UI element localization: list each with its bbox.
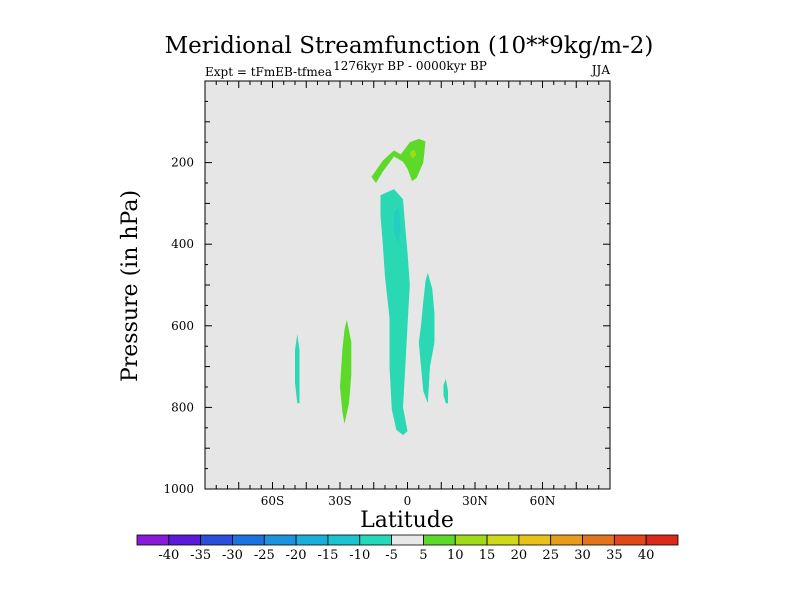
colorbar-label: -40 [158,548,179,563]
colorbar-swatch [295,534,329,546]
colorbar-label: 40 [638,548,655,563]
x-tick-label: 30S [328,494,352,508]
x-axis-label: Latitude [360,508,454,533]
colorbar-swatch [454,534,488,546]
colorbar-label: -5 [385,548,398,563]
contour-far-south-negative-cell [295,334,300,404]
colorbar-label: -30 [222,548,243,563]
colorbar-label: 20 [511,548,528,563]
y-tick-label: 400 [171,237,194,251]
contour-small-north-negative-cell [443,378,448,404]
chart-title: Meridional Streamfunction (10**9kg/m-2) [165,33,654,59]
colorbar-label: -25 [254,548,275,563]
contour-central-negative-cell [380,189,410,436]
period-label: 1276kyr BP - 0000kyr BP [333,59,487,73]
contour-northern-negative-cell [418,272,435,404]
colorbar-swatch [359,534,392,546]
experiment-label: Expt = tFmEB-tfmea [205,65,332,79]
colorbar-swatch [550,534,583,546]
contour-central-negative-core [394,207,401,245]
x-tick-label: 60N [530,494,556,508]
contour-layer [295,138,448,436]
colorbar-swatch [613,534,647,546]
colorbar-swatch [168,534,202,546]
colorbar-swatch [263,534,297,546]
colorbar-swatch [200,534,233,546]
colorbar-label: 25 [542,548,559,563]
colorbar-label: 35 [606,548,623,563]
colorbar-swatch [645,534,679,546]
colorbar-swatch [486,534,520,546]
x-tick-label: 0 [404,494,412,508]
y-tick-label: 800 [171,400,194,414]
colorbar-swatch [423,534,456,546]
colorbar-swatch [518,534,552,546]
contour-southern-positive-cell [340,319,352,424]
colorbar-swatch [232,534,265,546]
colorbar-label: 10 [447,548,464,563]
colorbar-swatch [391,534,424,546]
colorbar-label: 5 [419,548,427,563]
colorbar-label: -15 [317,548,338,563]
colorbar: -40 -35 -30 -25 -20 -15 -10 -5 5 10 15 20 25 30 35 40 [136,534,679,563]
x-tick-label: 60S [261,494,285,508]
colorbar-label: -20 [286,548,307,563]
colorbar-swatch [136,534,170,546]
x-tick-label: 30N [462,494,488,508]
y-tick-label: 600 [171,319,194,333]
axes-layer: 60S 30S 0 30N 60N 200 400 600 800 1000 [163,80,611,508]
colorbar-label: 30 [574,548,591,563]
colorbar-swatch [582,534,615,546]
colorbar-label: -10 [349,548,370,563]
y-tick-label: 1000 [163,482,194,496]
colorbar-label: 15 [479,548,496,563]
contour-upper-positive-cell [371,138,426,183]
y-axis-label: Pressure (in hPa) [118,190,143,382]
season-label: JJA [590,63,611,77]
colorbar-swatch [327,534,361,546]
colorbar-label: -35 [190,548,211,563]
contour-upper-positive-core [409,149,417,159]
y-tick-label: 200 [171,156,194,170]
